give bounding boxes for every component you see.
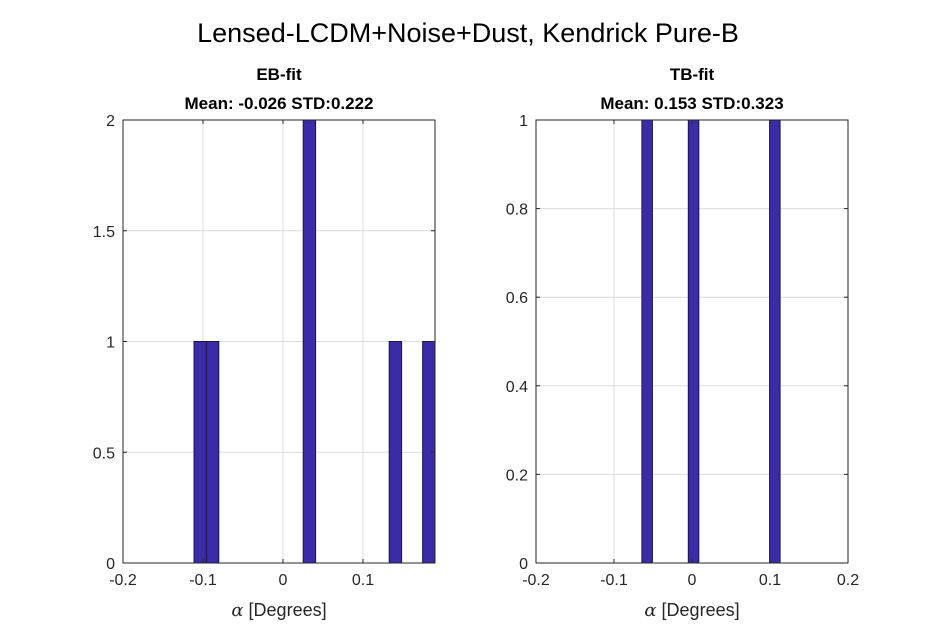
eb-xlabel: α [Degrees]: [231, 600, 326, 621]
tb-ytick-label-2: 0.4: [506, 379, 528, 396]
eb-title-line2: Mean: -0.026 STD:0.222: [185, 94, 374, 113]
tb-xlabel: α [Degrees]: [644, 600, 739, 621]
eb-ytick-label-0: 0: [106, 556, 115, 573]
tb-xtick-label-4: 0.2: [837, 572, 859, 589]
tb-bar-0: [641, 119, 653, 564]
eb-xtick-label-2: 0: [279, 572, 288, 589]
tb-ytick-label-3: 0.6: [506, 290, 528, 307]
eb-bar-1: [205, 341, 220, 564]
tb-ytick-label-5: 1: [519, 113, 528, 130]
tb-xlabel-symbol: α: [644, 600, 656, 621]
tb-title-line1: TB-fit: [670, 65, 715, 84]
eb-fit-panel: EB-fit Mean: -0.026 STD:0.222 -0.2 -0.1 0 0.1…: [93, 65, 436, 621]
eb-bar-3: [388, 341, 403, 564]
tb-ytick-label-4: 0.8: [506, 202, 528, 219]
eb-bar-2: [302, 119, 317, 564]
tb-xtick-label-0: -0.2: [522, 572, 550, 589]
tb-ytick-label-1: 0.2: [506, 467, 528, 484]
eb-ytick-label-1: 0.5: [93, 445, 115, 462]
eb-title-line1: EB-fit: [256, 65, 302, 84]
tb-title-line2: Mean: 0.153 STD:0.323: [600, 94, 783, 113]
eb-xlabel-symbol: α: [231, 600, 243, 621]
tb-xtick-label-1: -0.1: [600, 572, 628, 589]
tb-xtick-label-2: 0: [688, 572, 697, 589]
tb-bar-1: [687, 119, 700, 564]
eb-ytick-label-3: 1.5: [93, 224, 115, 241]
tb-xtick-label-3: 0.1: [759, 572, 781, 589]
figure-title: Lensed-LCDM+Noise+Dust, Kendrick Pure-B: [197, 18, 739, 48]
eb-xtick-label-1: -0.1: [189, 572, 217, 589]
tb-bar-2: [769, 119, 781, 564]
eb-xtick-label-3: 0.1: [352, 572, 374, 589]
tb-xlabel-text: [Degrees]: [657, 600, 740, 620]
tb-fit-panel: TB-fit Mean: 0.153 STD:0.323 -0.2 -0.1 0 0.1 0…: [506, 65, 859, 621]
eb-xtick-label-0: -0.2: [109, 572, 137, 589]
eb-ytick-label-2: 1: [106, 335, 115, 352]
tb-ytick-label-0: 0: [519, 556, 528, 573]
eb-ytick-label-4: 2: [106, 113, 115, 130]
eb-bar-0: [193, 341, 207, 564]
eb-xlabel-text: [Degrees]: [244, 600, 327, 620]
